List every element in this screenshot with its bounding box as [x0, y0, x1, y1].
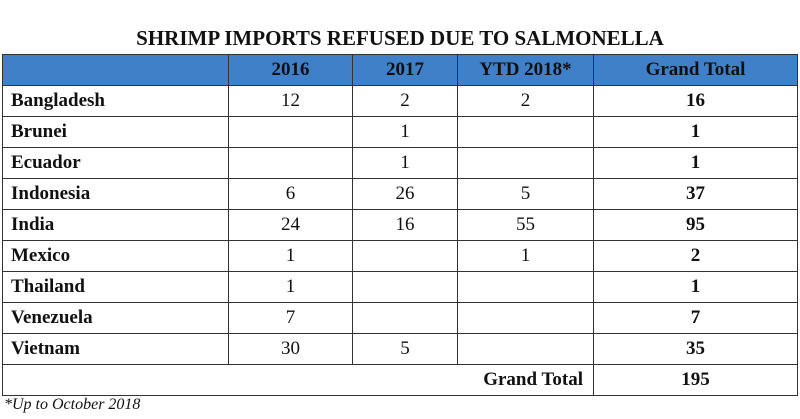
table-cell: 1: [593, 271, 798, 303]
table-cell: 1: [457, 240, 594, 272]
table-row: Ecuador 1 1: [2, 147, 798, 179]
data-table: 2016 2017 YTD 2018* Grand Total Bangladesh 12…: [2, 54, 798, 396]
table-cell: YTD 2018*: [457, 54, 594, 86]
table-cell: 16: [352, 209, 458, 241]
table-row: Venezuela 7 7: [2, 302, 798, 334]
table-cell: Grand Total: [593, 54, 798, 86]
table-cell: 2: [352, 85, 458, 117]
table-cell: Thailand: [2, 271, 229, 303]
grand-total-label: Grand Total: [2, 364, 594, 396]
table-cell: 2017: [352, 54, 458, 86]
table-cell: Indonesia: [2, 178, 229, 210]
title: SHRIMP IMPORTS REFUSED DUE TO SALMONELLA: [136, 26, 664, 50]
grand-total-value: 195: [593, 364, 798, 396]
footnote: *Up to October 2018: [4, 396, 141, 413]
table-cell: [352, 240, 458, 272]
table-cell: 1: [593, 147, 798, 179]
table-cell: 35: [593, 333, 798, 365]
table-cell: Venezuela: [2, 302, 229, 334]
table-cell: 16: [593, 85, 798, 117]
table-row: Mexico 1 1 2: [2, 240, 798, 272]
table-cell: [457, 271, 594, 303]
table-cell: [457, 147, 594, 179]
grand-total-row: Grand Total 195: [2, 364, 798, 396]
table-cell: [2, 54, 229, 86]
table-cell: 5: [352, 333, 458, 365]
table-cell: [457, 333, 594, 365]
table-cell: [228, 116, 353, 148]
table-cell: Vietnam: [2, 333, 229, 365]
table-cell: [352, 271, 458, 303]
table-cell: 1: [352, 116, 458, 148]
table-row: Indonesia 6 26 5 37: [2, 178, 798, 210]
table-row: Brunei 1 1: [2, 116, 798, 148]
table-cell: 2016: [228, 54, 353, 86]
table-cell: 26: [352, 178, 458, 210]
table-cell: 6: [228, 178, 353, 210]
table-cell: 2: [593, 240, 798, 272]
table-cell: [352, 302, 458, 334]
table-cell: [457, 116, 594, 148]
table-cell: 5: [457, 178, 594, 210]
table-cell: [228, 147, 353, 179]
table-cell: [457, 302, 594, 334]
table-cell: 1: [228, 240, 353, 272]
table-cell: 1: [228, 271, 353, 303]
table-row: Vietnam 30 5 35: [2, 333, 798, 365]
table-cell: 12: [228, 85, 353, 117]
table-row: Bangladesh 12 2 2 16: [2, 85, 798, 117]
table-cell: Ecuador: [2, 147, 229, 179]
table-cell: 1: [593, 116, 798, 148]
table-cell: 7: [593, 302, 798, 334]
table-cell: 95: [593, 209, 798, 241]
table-cell: Brunei: [2, 116, 229, 148]
table-cell: 55: [457, 209, 594, 241]
table-cell: India: [2, 209, 229, 241]
table-cell: 2: [457, 85, 594, 117]
table-cell: 30: [228, 333, 353, 365]
table-row: Thailand 1 1: [2, 271, 798, 303]
table-cell: Mexico: [2, 240, 229, 272]
table-cell: 1: [352, 147, 458, 179]
header-row: 2016 2017 YTD 2018* Grand Total: [2, 54, 798, 86]
table-cell: Bangladesh: [2, 85, 229, 117]
table-cell: 24: [228, 209, 353, 241]
table-cell: 7: [228, 302, 353, 334]
table-row: India 24 16 55 95: [2, 209, 798, 241]
table-cell: 37: [593, 178, 798, 210]
